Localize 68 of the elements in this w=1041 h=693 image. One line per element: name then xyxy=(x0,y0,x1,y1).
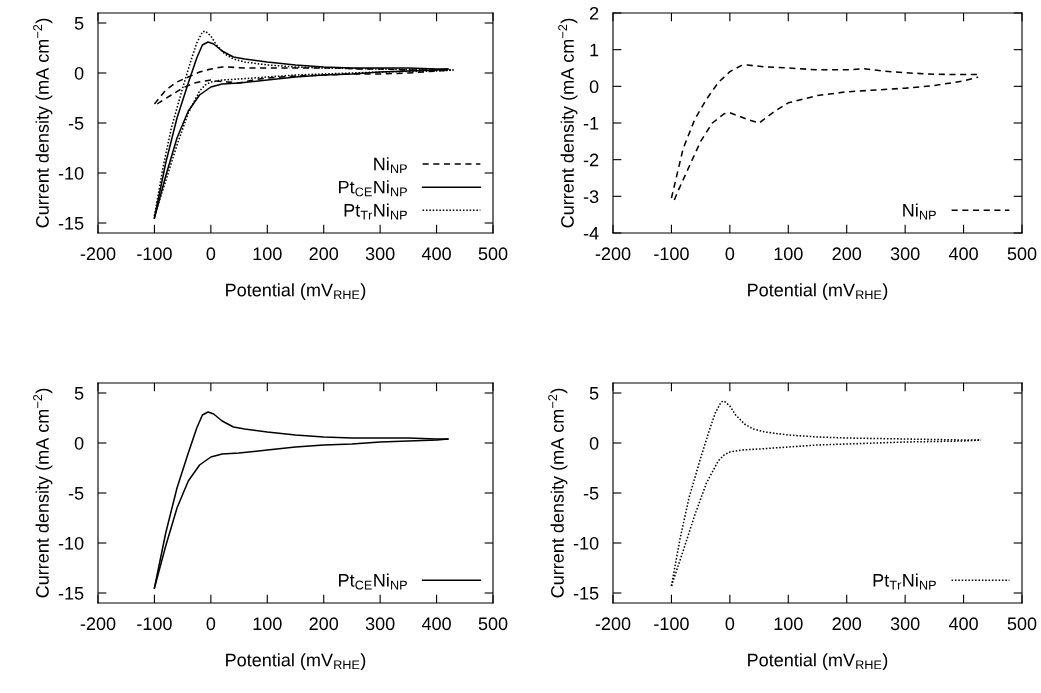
x-tick-label: 300 xyxy=(365,247,395,261)
x-tick-label: 400 xyxy=(948,247,978,261)
x-tick-label: 0 xyxy=(206,617,216,631)
y-tick-label: 0 xyxy=(74,66,84,80)
x-axis-title: Potential (mV$_{RHE}$) xyxy=(748,283,888,300)
x-tick-label: 400 xyxy=(948,617,978,631)
y-tick-label: -5 xyxy=(583,487,599,500)
legend-label: Ni$_{NP}$ xyxy=(903,203,936,220)
y-tick-label: 5 xyxy=(74,17,84,30)
x-axis-title: Potential (mV$_{RHE}$) xyxy=(226,653,366,670)
y-tick-label: -15 xyxy=(58,587,84,600)
x-tick-label: -200 xyxy=(595,247,631,261)
y-tick-label: -4 xyxy=(583,227,599,240)
x-tick-label: -100 xyxy=(137,247,172,261)
legend-label: Ni$_{NP}$ xyxy=(374,157,407,174)
x-tick-label: 0 xyxy=(725,617,735,631)
x-tick-label: 100 xyxy=(253,617,282,631)
y-tick-label: -15 xyxy=(58,217,84,230)
y-tick-label: 0 xyxy=(74,436,84,450)
x-tick-label: 400 xyxy=(421,617,451,631)
x-tick-label: 500 xyxy=(478,617,508,631)
x-axis-title: Potential (mV$_{RHE}$) xyxy=(226,283,366,300)
y-tick-label: -3 xyxy=(583,190,599,204)
x-tick-label: 300 xyxy=(365,617,395,631)
x-tick-label: 300 xyxy=(890,617,920,631)
x-tick-label: 500 xyxy=(1007,247,1037,261)
legend-label: Pt$_{Tr}$Ni$_{NP}$ xyxy=(873,573,936,590)
x-tick-label: 100 xyxy=(774,247,803,261)
y-axis-title: Current density (mA cm$^{−2}$) xyxy=(548,388,568,598)
x-tick-label: 100 xyxy=(253,247,282,261)
y-axis-title: Current density (mA cm$^{−2}$) xyxy=(558,18,578,228)
x-tick-label: 400 xyxy=(421,247,451,261)
x-tick-label: 0 xyxy=(206,247,216,261)
x-tick-label: -200 xyxy=(80,247,116,261)
x-tick-label: -100 xyxy=(137,617,172,631)
y-tick-label: -2 xyxy=(583,153,599,167)
y-axis-title: Current density (mA cm$^{−2}$) xyxy=(33,388,53,598)
y-tick-label: -10 xyxy=(58,536,84,550)
x-tick-label: 0 xyxy=(725,247,735,261)
y-tick-label: 5 xyxy=(589,387,599,400)
y-axis-title: Current density (mA cm$^{−2}$) xyxy=(33,18,53,228)
x-tick-label: 200 xyxy=(309,617,339,631)
legend-label: Pt$_{CE}$Ni$_{NP}$ xyxy=(339,573,407,590)
x-tick-label: 200 xyxy=(309,247,339,261)
y-tick-label: -15 xyxy=(573,587,599,600)
y-tick-label: 1 xyxy=(590,43,599,57)
x-tick-label: -200 xyxy=(595,617,631,631)
y-tick-label: -10 xyxy=(573,536,599,550)
legend-label: Pt$_{Tr}$Ni$_{NP}$ xyxy=(344,203,407,220)
y-tick-label: -10 xyxy=(58,166,84,180)
y-tick-label: -1 xyxy=(583,117,599,130)
x-tick-label: 500 xyxy=(1007,617,1037,631)
x-tick-label: -100 xyxy=(654,247,689,261)
y-tick-label: 5 xyxy=(74,387,84,400)
x-tick-label: 200 xyxy=(832,617,862,631)
x-tick-label: 500 xyxy=(478,247,508,261)
x-tick-label: -200 xyxy=(80,617,116,631)
y-tick-label: -5 xyxy=(68,487,84,500)
y-tick-label: 0 xyxy=(589,436,599,450)
x-tick-label: 300 xyxy=(890,247,920,261)
y-tick-label: 0 xyxy=(589,80,599,94)
x-tick-label: 200 xyxy=(832,247,862,261)
y-tick-label: -5 xyxy=(68,117,84,130)
legend-label: Pt$_{CE}$Ni$_{NP}$ xyxy=(339,180,407,197)
x-tick-label: -100 xyxy=(654,617,689,631)
x-tick-label: 100 xyxy=(774,617,803,631)
x-axis-title: Potential (mV$_{RHE}$) xyxy=(748,653,888,670)
y-tick-label: 2 xyxy=(589,6,599,20)
